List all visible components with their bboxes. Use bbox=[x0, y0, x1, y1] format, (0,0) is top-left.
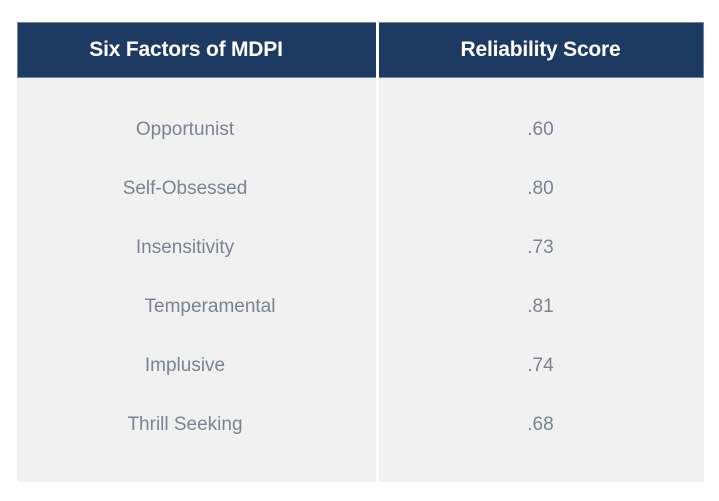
table-row: Insensitivity .73 bbox=[17, 218, 704, 277]
score-value: .73 bbox=[527, 237, 554, 258]
score-value: .60 bbox=[527, 119, 554, 140]
factor-label: Thrill Seeking bbox=[127, 414, 243, 435]
table-row: Temperamental .81 bbox=[17, 277, 704, 336]
score-value: .80 bbox=[527, 178, 554, 199]
table-row: Self-Obsessed .80 bbox=[17, 159, 704, 218]
table-header-row: Six Factors of MDPI Reliability Score bbox=[17, 22, 704, 79]
column-divider bbox=[376, 22, 379, 482]
factor-label: Opportunist bbox=[135, 119, 235, 140]
score-value: .74 bbox=[527, 355, 554, 376]
table-row: Thrill Seeking .68 bbox=[17, 395, 704, 454]
score-value: .68 bbox=[527, 414, 554, 435]
header-factors: Six Factors of MDPI bbox=[89, 38, 283, 61]
table-row: Opportunist .60 bbox=[17, 100, 704, 159]
table-row: Implusive .74 bbox=[17, 336, 704, 395]
factor-label: Insensitivity bbox=[135, 237, 235, 258]
score-value: .81 bbox=[527, 296, 554, 317]
reliability-table: Six Factors of MDPI Reliability Score Op… bbox=[17, 22, 704, 482]
factor-label: Implusive bbox=[144, 355, 226, 376]
header-column-divider bbox=[376, 23, 379, 79]
factor-label: Self-Obsessed bbox=[122, 178, 248, 199]
header-reliability-score: Reliability Score bbox=[460, 38, 621, 61]
table-body: Opportunist .60 Self-Obsessed .80 Insens… bbox=[17, 78, 704, 482]
factor-label: Temperamental bbox=[144, 296, 276, 317]
